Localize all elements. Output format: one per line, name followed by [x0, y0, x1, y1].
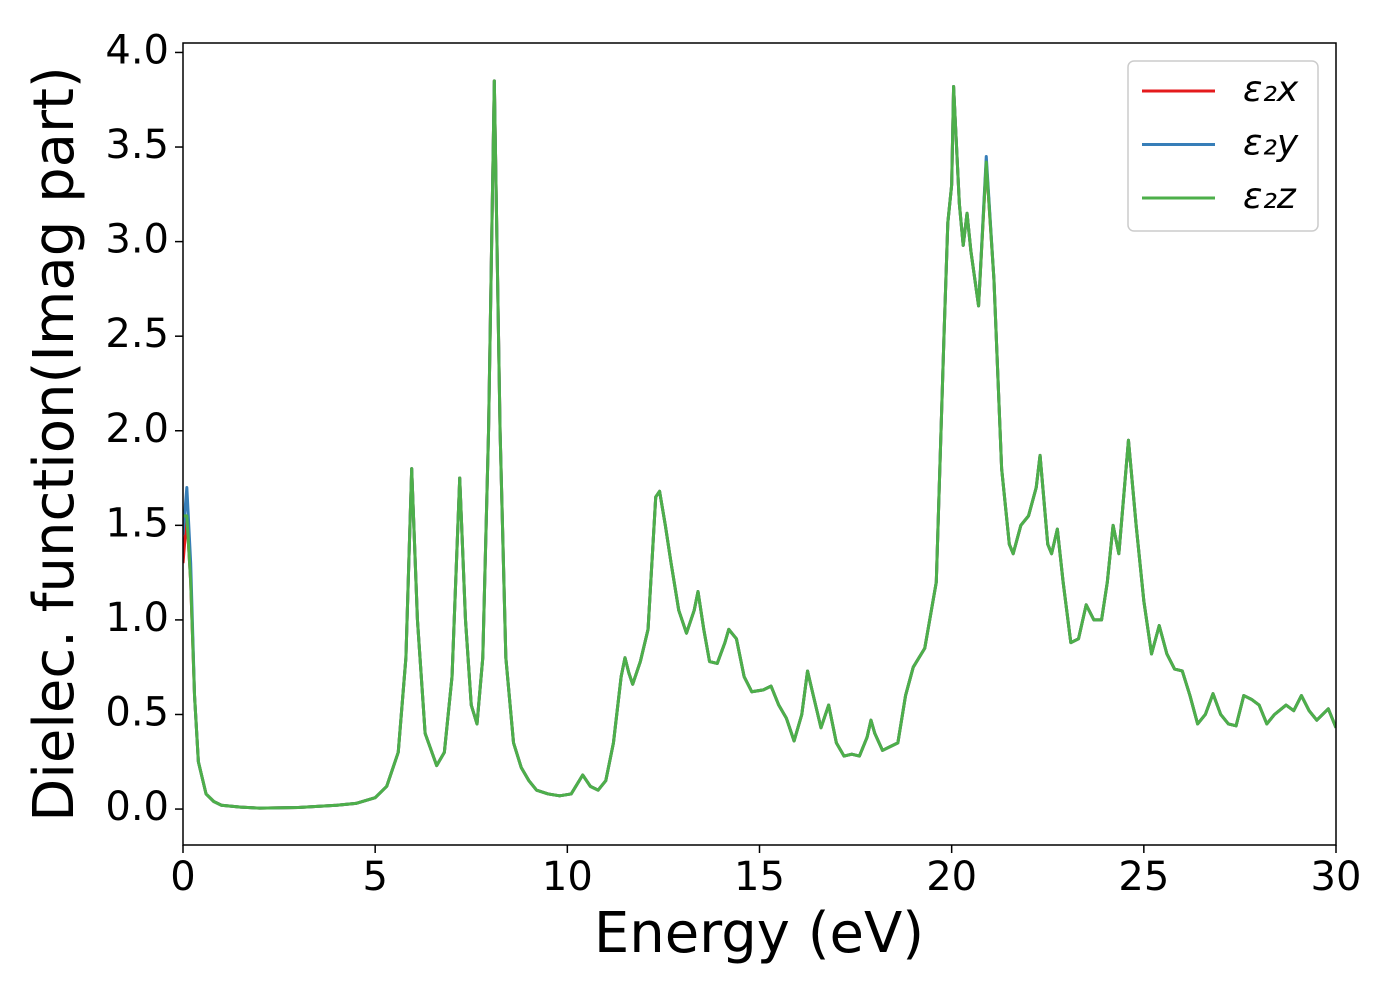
y-tick-label: 2.0	[105, 406, 169, 452]
y-tick-label: 2.5	[105, 311, 169, 357]
legend-label: ε₂x	[1243, 69, 1299, 110]
legend-label: ε₂z	[1243, 176, 1297, 217]
y-tick-label: 4.0	[105, 27, 169, 73]
x-axis-label: Energy (eV)	[594, 901, 924, 966]
y-tick-label: 3.0	[105, 217, 169, 263]
x-tick-label: 30	[1311, 854, 1362, 900]
y-tick-label: 1.0	[105, 595, 169, 641]
y-axis-label: Dielec. function(Imag part)	[22, 66, 87, 822]
y-tick-label: 3.5	[105, 122, 169, 168]
x-tick-label: 20	[926, 854, 977, 900]
legend-label: ε₂y	[1243, 123, 1299, 164]
plot-frame	[182, 42, 1337, 846]
y-tick-label: 0.5	[105, 689, 169, 735]
x-tick-label: 0	[170, 854, 195, 900]
x-tick-label: 25	[1118, 854, 1169, 900]
y-tick-label: 0.0	[105, 784, 169, 830]
x-tick-label: 5	[362, 854, 387, 900]
x-tick-label: 10	[542, 854, 593, 900]
legend-box	[1127, 60, 1319, 232]
data-line	[183, 79, 1336, 810]
y-tick-label: 1.5	[105, 500, 169, 546]
x-tick-label: 15	[734, 854, 785, 900]
